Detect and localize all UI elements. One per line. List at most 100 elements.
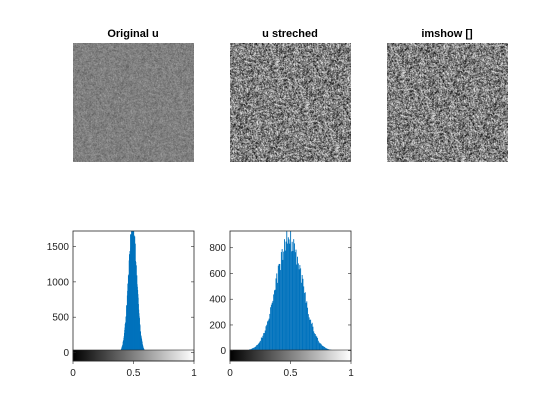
histogram-bar [257,343,259,351]
x-tick-label: 1 [191,368,197,379]
histogram-bar [255,346,257,351]
y-tick-label: 0 [220,346,226,357]
histogram-bar [290,231,292,351]
histogram-bar [294,243,295,351]
y-tick-label: 600 [209,269,226,280]
histogram-bar [297,263,299,351]
histogram-bar [277,282,278,351]
histogram-bar [284,250,286,351]
x-tick-label: 0 [70,368,76,379]
histogram-bar [273,294,275,351]
histogram-bar [252,348,254,351]
y-tick-label: 200 [209,320,226,331]
histogram-bar [257,344,258,351]
histogram-bar [274,290,275,351]
histogram-bar [317,338,319,351]
histogram-bar [314,333,315,351]
histogram-stretched: 0 200 400 600 800 0 0.5 1 [209,230,354,379]
histogram-bar [280,270,282,351]
histogram-bar [268,318,270,351]
histogram-bar [304,292,306,351]
histogram-bar [300,268,302,351]
histogram-bar [325,348,327,351]
histogram-bar [251,348,253,351]
histogram-bar [320,344,322,351]
histogram-bar [276,273,278,351]
histogram-bar [291,241,293,351]
histogram-bar [317,340,319,351]
histogram-bar [263,333,265,351]
histogram-bar [311,322,313,351]
histogram-bar [258,342,260,351]
x-tick-label: 0.5 [284,368,298,379]
noise-image-stretched [230,43,351,162]
histogram-bar [263,333,265,351]
histogram-bar [279,263,281,351]
histogram-bar [302,278,304,351]
image-title-original: Original u [107,28,158,40]
histogram-bar [319,343,321,351]
histogram-bar [253,347,255,351]
histogram-bar [308,317,310,351]
histogram-bar [310,323,312,351]
histogram-bar [254,346,256,351]
histogram-bar [283,251,285,351]
colorbar [229,349,352,362]
histogram-bar [275,278,277,351]
histogram-bar [303,286,305,351]
histogram-bar [323,346,325,351]
histogram-bar [265,326,267,351]
histogram-bar [264,330,266,351]
histogram-bar [281,249,283,351]
histogram-bar [260,337,262,351]
histogram-bar [316,336,318,351]
histogram-bar [269,313,271,351]
histogram-bar [287,243,288,351]
histogram-bar [304,293,305,351]
y-tick-label: 500 [52,313,69,324]
histogram-bar [259,341,261,351]
histogram-bar [274,289,276,351]
histogram-bar [324,346,325,351]
histogram-bar [253,347,255,351]
histogram-bar [267,320,269,351]
histogram-bar [305,302,307,351]
histogram-bar [306,301,308,351]
histogram-bar [297,256,298,351]
histogram-bar [270,307,272,351]
image-panel-imshow: imshow [] [387,28,508,162]
noise-image-imshow [387,43,508,162]
histogram-bar [318,342,320,351]
histogram-bar [326,348,328,351]
histogram-bar [322,345,324,351]
histogram-bar [296,264,298,351]
histogram-bar [288,239,290,351]
histogram-original: 0 500 1000 1500 0 0.5 1 [47,230,197,379]
histogram-bar [320,343,322,351]
image-panel-original: Original u [73,28,194,162]
histogram-bar [293,239,295,351]
histogram-bar [294,252,296,351]
histogram-bar [289,243,291,351]
histogram-bar [307,307,309,351]
histogram-bar [313,331,315,351]
histogram-bar [280,252,282,351]
histogram-bar [298,269,300,351]
y-tick-label: 1500 [47,242,70,253]
histogram-bar [285,241,287,351]
histogram-bar [286,231,288,351]
colorbar [72,349,195,362]
histogram-bar [295,249,297,351]
histogram-bar [272,300,274,351]
image-title-stretched: u streched [262,28,318,40]
histogram-bar [256,345,258,351]
histogram-bar [315,335,317,351]
x-tick-label: 1 [348,368,354,379]
histogram-bar [314,333,316,351]
histogram-bar [309,319,311,351]
histogram-bar [267,321,268,351]
histogram-bar [271,302,273,351]
histogram-bar [324,347,326,351]
histogram-bar [266,324,268,351]
